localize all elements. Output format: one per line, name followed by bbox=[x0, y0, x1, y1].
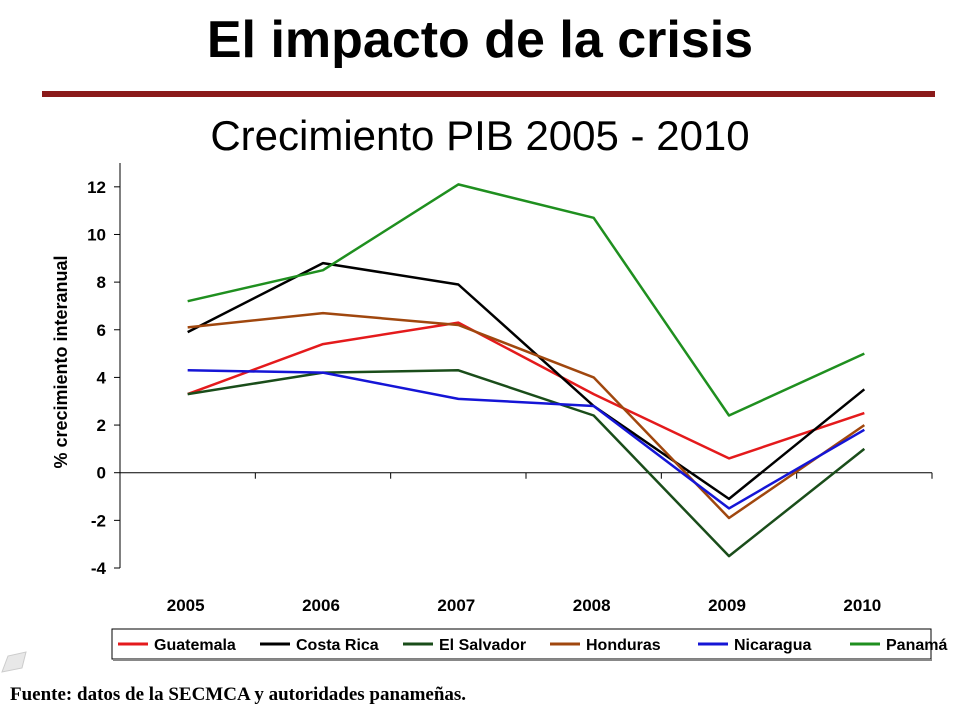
x-tick-label: 2006 bbox=[302, 596, 340, 615]
series-line-el-salvador bbox=[187, 369, 866, 558]
slide-title: El impacto de la crisis bbox=[206, 11, 754, 69]
x-tick-label: 2009 bbox=[708, 596, 746, 615]
y-tick-label: 0 bbox=[97, 464, 106, 483]
legend-label: Costa Rica bbox=[296, 637, 379, 654]
series-line-honduras bbox=[187, 311, 866, 520]
legend-label: Nicaragua bbox=[734, 637, 811, 654]
x-tick-label: 2010 bbox=[843, 596, 881, 615]
y-tick-label: -2 bbox=[91, 511, 106, 530]
y-tick-label: 12 bbox=[87, 178, 106, 197]
legend-label: El Salvador bbox=[439, 637, 526, 654]
chart-legend: Guatemala Costa Rica El Salvador Honduras Ni… bbox=[111, 628, 947, 661]
legend-label: Guatemala bbox=[154, 637, 236, 654]
series-line-nicaragua bbox=[187, 369, 865, 510]
legend-box bbox=[111, 628, 932, 660]
y-tick-label: 4 bbox=[97, 368, 107, 387]
plot-area: -4 -2 0 2 4 6 8 10 12 2005 2006 2007 2008 2009 2010 % c… bbox=[51, 163, 933, 615]
legend-label: Honduras bbox=[586, 637, 661, 654]
y-axis-label: % crecimiento interanual bbox=[51, 255, 71, 468]
chart-title: Crecimiento PIB 2005 - 2010 bbox=[210, 112, 750, 159]
x-tick-label: 2007 bbox=[437, 596, 475, 615]
series-line-panamá bbox=[187, 183, 865, 417]
legend-label: Panamá bbox=[886, 637, 947, 654]
x-tick-label: 2005 bbox=[167, 596, 205, 615]
page-curl-decoration bbox=[1, 651, 27, 673]
title-divider bbox=[42, 91, 935, 97]
series-line-guatemala bbox=[187, 321, 865, 460]
series-line-costa-rica bbox=[187, 261, 866, 501]
y-tick-label: -4 bbox=[91, 559, 107, 578]
y-tick-label: 2 bbox=[97, 416, 106, 435]
x-tick-label: 2008 bbox=[573, 596, 611, 615]
source-note: Fuente: datos de la SECMCA y autoridades… bbox=[10, 684, 467, 705]
y-tick-label: 8 bbox=[97, 273, 106, 292]
y-tick-label: 10 bbox=[87, 225, 106, 244]
y-tick-label: 6 bbox=[97, 321, 106, 340]
